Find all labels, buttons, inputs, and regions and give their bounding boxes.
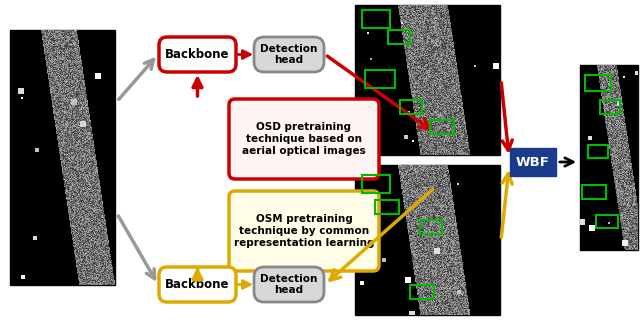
Bar (365, 70, 395, 88)
Bar (388, 30, 410, 44)
Text: Detection
head: Detection head (260, 44, 317, 65)
Text: Backbone: Backbone (165, 278, 230, 291)
Bar (375, 200, 399, 214)
Text: OSD pretraining
technique based on
aerial optical images: OSD pretraining technique based on aeria… (242, 122, 366, 156)
Bar (362, 175, 390, 193)
Bar (355, 165, 500, 315)
Bar (582, 185, 606, 199)
Bar (420, 220, 442, 234)
Bar (600, 100, 620, 114)
Bar (400, 100, 422, 114)
Text: WBF: WBF (516, 156, 550, 169)
Bar (510, 148, 556, 176)
Bar (430, 120, 454, 134)
FancyBboxPatch shape (229, 191, 379, 271)
Bar (355, 5, 500, 155)
Bar (588, 145, 608, 158)
Bar (580, 65, 638, 250)
FancyBboxPatch shape (159, 267, 236, 302)
Bar (410, 285, 434, 299)
FancyBboxPatch shape (254, 267, 324, 302)
Text: OSM pretraining
technique by common
representation learning: OSM pretraining technique by common repr… (234, 214, 374, 248)
Bar (362, 10, 390, 28)
Text: Backbone: Backbone (165, 48, 230, 61)
FancyBboxPatch shape (254, 37, 324, 72)
Bar (596, 215, 618, 228)
Bar (585, 75, 611, 91)
FancyBboxPatch shape (229, 99, 379, 179)
Bar (10, 30, 115, 285)
Text: Detection
head: Detection head (260, 274, 317, 295)
FancyBboxPatch shape (159, 37, 236, 72)
